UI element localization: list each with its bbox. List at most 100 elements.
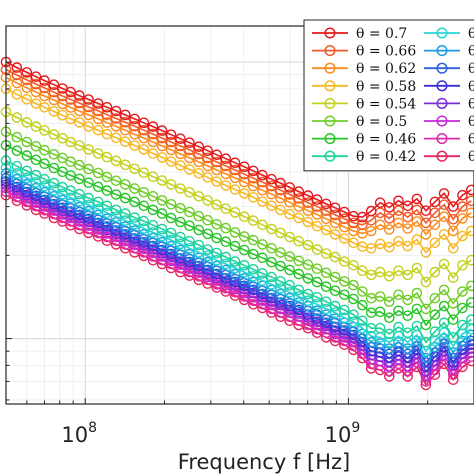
data-point bbox=[320, 248, 332, 259]
data-point bbox=[156, 140, 168, 152]
data-point bbox=[420, 229, 432, 240]
data-point bbox=[193, 190, 205, 202]
series-6 bbox=[0, 139, 474, 331]
data-point bbox=[302, 295, 314, 307]
data-point bbox=[420, 276, 432, 288]
data-point bbox=[447, 213, 459, 225]
data-point bbox=[156, 132, 168, 144]
legend-label: θ = 0.46 bbox=[356, 132, 416, 148]
data-point bbox=[383, 328, 395, 340]
data-point bbox=[284, 264, 296, 276]
data-point bbox=[175, 133, 186, 144]
data-point bbox=[229, 184, 241, 195]
data-point bbox=[92, 148, 104, 159]
data-point bbox=[48, 79, 60, 90]
data-point bbox=[329, 202, 341, 214]
data-point bbox=[39, 90, 50, 102]
data-point bbox=[156, 223, 168, 235]
data-point bbox=[175, 160, 186, 171]
data-point bbox=[30, 154, 42, 166]
data-point bbox=[202, 214, 213, 226]
data-point bbox=[220, 236, 232, 247]
data-point bbox=[357, 286, 368, 297]
data-point bbox=[229, 157, 241, 169]
x-tick-label-base: 10 bbox=[61, 423, 88, 447]
data-point bbox=[138, 144, 150, 155]
data-point bbox=[329, 271, 341, 283]
legend-marker bbox=[436, 133, 448, 145]
data-point bbox=[429, 196, 441, 208]
data-point bbox=[211, 218, 222, 230]
data-point bbox=[48, 129, 60, 140]
data-point bbox=[11, 181, 23, 193]
data-point bbox=[11, 69, 23, 81]
data-point bbox=[348, 293, 359, 305]
data-point bbox=[229, 164, 241, 176]
data-point bbox=[447, 225, 459, 237]
data-point bbox=[293, 201, 305, 212]
series-4 bbox=[0, 106, 474, 288]
data-point bbox=[457, 189, 468, 201]
data-point bbox=[393, 321, 404, 333]
data-point bbox=[65, 170, 76, 181]
data-point bbox=[229, 262, 241, 274]
data-point bbox=[175, 140, 186, 152]
data-point bbox=[110, 189, 122, 200]
data-point bbox=[156, 195, 168, 206]
data-point bbox=[302, 190, 314, 201]
data-point bbox=[156, 208, 168, 219]
series-0 bbox=[0, 56, 474, 223]
data-point bbox=[175, 202, 186, 214]
data-point bbox=[11, 188, 23, 199]
data-point bbox=[374, 322, 386, 334]
data-point bbox=[357, 211, 368, 223]
data-point bbox=[229, 207, 241, 218]
data-point bbox=[393, 235, 404, 247]
data-point bbox=[275, 282, 286, 294]
data-point bbox=[365, 205, 377, 217]
data-point bbox=[220, 180, 232, 191]
data-point bbox=[184, 235, 195, 247]
data-point bbox=[284, 251, 296, 262]
data-point bbox=[447, 298, 459, 309]
data-point bbox=[211, 247, 222, 259]
data-point bbox=[21, 136, 33, 148]
legend-label: θ = 0.34 bbox=[468, 44, 474, 60]
x-tick-label-base: 10 bbox=[325, 423, 352, 447]
data-point bbox=[101, 128, 113, 140]
data-point bbox=[101, 102, 113, 113]
data-point bbox=[138, 117, 150, 129]
data-point bbox=[266, 188, 277, 200]
series-3 bbox=[0, 83, 474, 258]
data-point bbox=[293, 255, 305, 267]
data-point bbox=[129, 120, 140, 132]
data-point bbox=[39, 102, 50, 113]
data-point bbox=[211, 254, 222, 266]
data-point bbox=[48, 106, 60, 117]
data-point bbox=[120, 124, 131, 136]
data-point bbox=[339, 276, 350, 287]
data-point bbox=[202, 244, 213, 255]
data-point bbox=[220, 222, 232, 234]
data-point bbox=[48, 177, 60, 189]
data-point bbox=[293, 268, 305, 280]
data-point bbox=[11, 89, 23, 100]
data-point bbox=[329, 217, 341, 229]
x-tick-label: 109 bbox=[325, 420, 361, 447]
data-point bbox=[101, 151, 113, 163]
legend-item: θ = 0.26 bbox=[424, 79, 474, 95]
data-point bbox=[101, 109, 113, 120]
data-point bbox=[438, 258, 450, 270]
data-point bbox=[429, 309, 441, 321]
data-point bbox=[302, 273, 314, 284]
data-point bbox=[466, 254, 474, 266]
data-point bbox=[202, 171, 213, 183]
data-point bbox=[402, 294, 414, 306]
legend-marker bbox=[436, 97, 448, 109]
data-point bbox=[74, 159, 85, 171]
legend-item: θ = 0.22 bbox=[424, 96, 474, 112]
data-point bbox=[101, 200, 113, 212]
data-point bbox=[238, 176, 250, 188]
legend-label: θ = 0.42 bbox=[356, 149, 416, 165]
legend-marker bbox=[324, 115, 336, 127]
